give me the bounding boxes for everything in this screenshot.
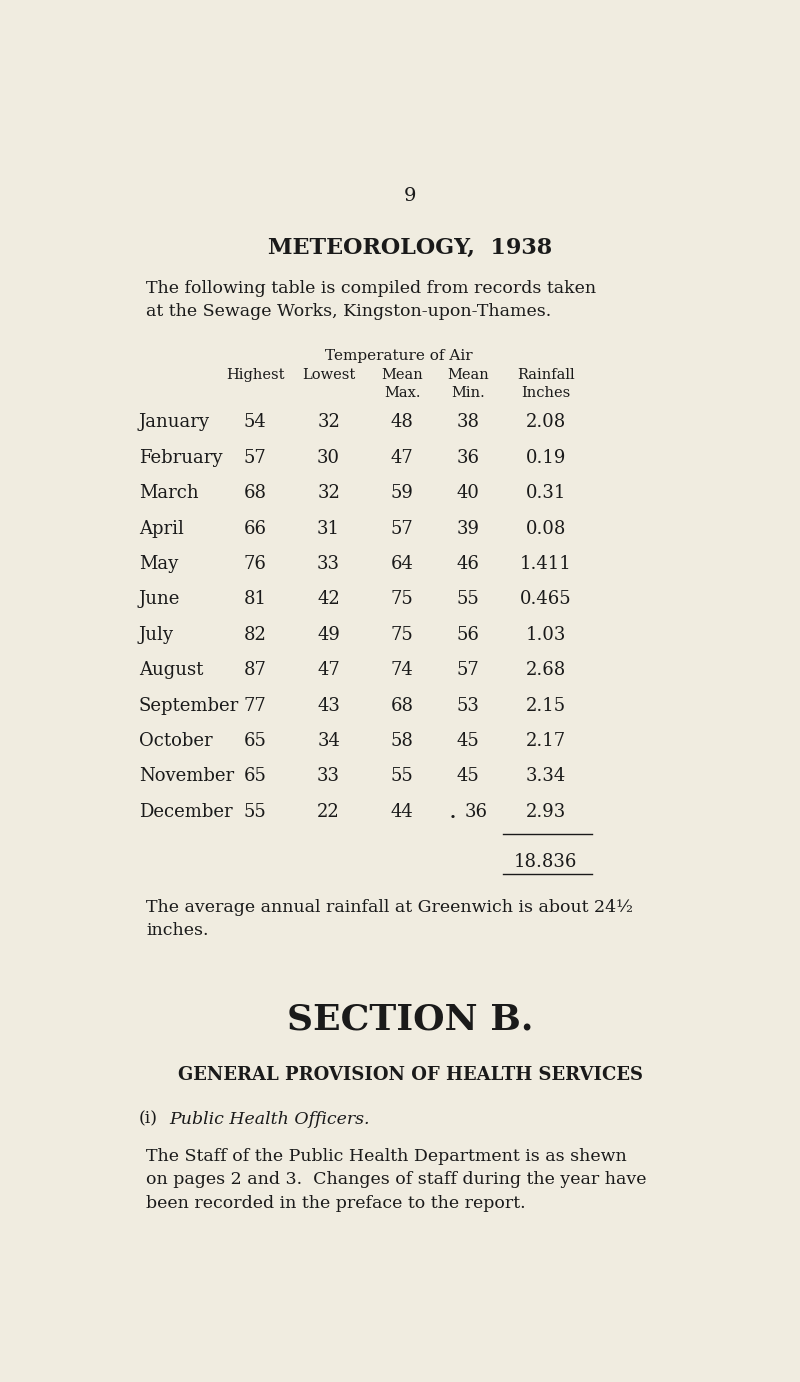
Text: The Staff of the Public Health Department is as shewn
on pages 2 and 3.  Changes: The Staff of the Public Health Departmen… bbox=[146, 1147, 647, 1212]
Text: 55: 55 bbox=[457, 590, 479, 608]
Text: 9: 9 bbox=[404, 188, 416, 206]
Text: 66: 66 bbox=[243, 520, 266, 538]
Text: 49: 49 bbox=[317, 626, 340, 644]
Text: July: July bbox=[138, 626, 174, 644]
Text: February: February bbox=[138, 449, 222, 467]
Text: GENERAL PROVISION OF HEALTH SERVICES: GENERAL PROVISION OF HEALTH SERVICES bbox=[178, 1066, 642, 1083]
Text: August: August bbox=[138, 661, 203, 679]
Text: 54: 54 bbox=[244, 413, 266, 431]
Text: 74: 74 bbox=[391, 661, 414, 679]
Text: 2.08: 2.08 bbox=[526, 413, 566, 431]
Text: 36: 36 bbox=[457, 449, 480, 467]
Text: 53: 53 bbox=[457, 697, 479, 714]
Text: 59: 59 bbox=[391, 484, 414, 502]
Text: 57: 57 bbox=[457, 661, 479, 679]
Text: Mean
Max.: Mean Max. bbox=[382, 368, 423, 399]
Text: 68: 68 bbox=[390, 697, 414, 714]
Text: 39: 39 bbox=[457, 520, 480, 538]
Text: 57: 57 bbox=[244, 449, 266, 467]
Text: 65: 65 bbox=[243, 732, 266, 750]
Text: 1.411: 1.411 bbox=[520, 556, 571, 574]
Text: 1.03: 1.03 bbox=[526, 626, 566, 644]
Text: 0.465: 0.465 bbox=[520, 590, 571, 608]
Text: 65: 65 bbox=[243, 767, 266, 785]
Text: 2.17: 2.17 bbox=[526, 732, 566, 750]
Text: 75: 75 bbox=[391, 626, 414, 644]
Text: (i): (i) bbox=[138, 1111, 158, 1128]
Text: March: March bbox=[138, 484, 198, 502]
Text: 47: 47 bbox=[391, 449, 414, 467]
Text: METEOROLOGY,  1938: METEOROLOGY, 1938 bbox=[268, 236, 552, 258]
Text: 0.19: 0.19 bbox=[526, 449, 566, 467]
Text: September: September bbox=[138, 697, 239, 714]
Text: Public Health Officers.: Public Health Officers. bbox=[170, 1111, 370, 1128]
Text: December: December bbox=[138, 803, 232, 821]
Text: 0.08: 0.08 bbox=[526, 520, 566, 538]
Text: May: May bbox=[138, 556, 178, 574]
Text: November: November bbox=[138, 767, 234, 785]
Text: January: January bbox=[138, 413, 210, 431]
Text: 45: 45 bbox=[457, 767, 479, 785]
Text: 34: 34 bbox=[317, 732, 340, 750]
Text: 33: 33 bbox=[317, 767, 340, 785]
Text: 32: 32 bbox=[317, 413, 340, 431]
Text: Highest: Highest bbox=[226, 368, 284, 381]
Text: 18.836: 18.836 bbox=[514, 853, 578, 871]
Text: 36: 36 bbox=[464, 803, 487, 821]
Text: 42: 42 bbox=[318, 590, 340, 608]
Text: 22: 22 bbox=[318, 803, 340, 821]
Text: SECTION B.: SECTION B. bbox=[287, 1003, 533, 1036]
Text: 48: 48 bbox=[391, 413, 414, 431]
Text: 64: 64 bbox=[391, 556, 414, 574]
Text: 33: 33 bbox=[317, 556, 340, 574]
Text: 81: 81 bbox=[243, 590, 266, 608]
Text: 2.93: 2.93 bbox=[526, 803, 566, 821]
Text: 30: 30 bbox=[317, 449, 340, 467]
Text: 55: 55 bbox=[244, 803, 266, 821]
Text: 2.15: 2.15 bbox=[526, 697, 566, 714]
Text: 31: 31 bbox=[317, 520, 340, 538]
Text: 87: 87 bbox=[243, 661, 266, 679]
Text: 47: 47 bbox=[318, 661, 340, 679]
Text: 46: 46 bbox=[457, 556, 479, 574]
Text: 82: 82 bbox=[243, 626, 266, 644]
Text: October: October bbox=[138, 732, 212, 750]
Text: April: April bbox=[138, 520, 184, 538]
Text: 43: 43 bbox=[317, 697, 340, 714]
Text: Mean
Min.: Mean Min. bbox=[447, 368, 489, 399]
Text: 68: 68 bbox=[243, 484, 266, 502]
Text: 77: 77 bbox=[244, 697, 266, 714]
Text: 57: 57 bbox=[391, 520, 414, 538]
Text: June: June bbox=[138, 590, 180, 608]
Text: 32: 32 bbox=[317, 484, 340, 502]
Text: .: . bbox=[449, 800, 457, 824]
Text: Temperature of Air: Temperature of Air bbox=[325, 350, 472, 363]
Text: 0.31: 0.31 bbox=[526, 484, 566, 502]
Text: 3.34: 3.34 bbox=[526, 767, 566, 785]
Text: 55: 55 bbox=[391, 767, 414, 785]
Text: The average annual rainfall at Greenwich is about 24½
inches.: The average annual rainfall at Greenwich… bbox=[146, 898, 634, 940]
Text: Lowest: Lowest bbox=[302, 368, 355, 381]
Text: 38: 38 bbox=[457, 413, 480, 431]
Text: 75: 75 bbox=[391, 590, 414, 608]
Text: Rainfall
Inches: Rainfall Inches bbox=[517, 368, 574, 399]
Text: 58: 58 bbox=[391, 732, 414, 750]
Text: 45: 45 bbox=[457, 732, 479, 750]
Text: 44: 44 bbox=[391, 803, 414, 821]
Text: 2.68: 2.68 bbox=[526, 661, 566, 679]
Text: 76: 76 bbox=[243, 556, 266, 574]
Text: 40: 40 bbox=[457, 484, 479, 502]
Text: 56: 56 bbox=[457, 626, 479, 644]
Text: The following table is compiled from records taken
at the Sewage Works, Kingston: The following table is compiled from rec… bbox=[146, 279, 597, 321]
